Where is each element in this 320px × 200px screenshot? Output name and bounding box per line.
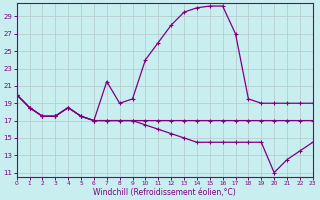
X-axis label: Windchill (Refroidissement éolien,°C): Windchill (Refroidissement éolien,°C) (93, 188, 236, 197)
